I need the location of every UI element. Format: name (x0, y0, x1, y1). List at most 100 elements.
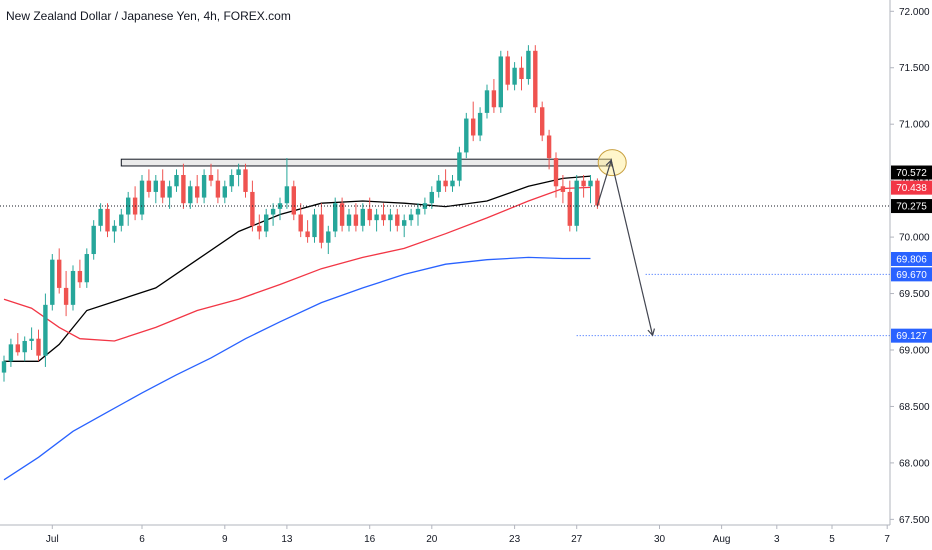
candle-body (457, 152, 462, 181)
candle-body (284, 186, 290, 204)
candle-body (560, 186, 566, 192)
candle-body (553, 158, 559, 187)
candle-body (257, 225, 262, 232)
candle-body (581, 180, 586, 187)
time-tick-label: 30 (654, 534, 666, 545)
projection-arrowhead-down (647, 328, 656, 337)
candle-body (319, 214, 324, 243)
price-tick-label: 70.000 (899, 233, 930, 244)
time-tick-label: 7 (884, 534, 890, 545)
candle-body (270, 208, 276, 215)
candle-body (298, 214, 303, 232)
time-tick-label: 5 (829, 534, 835, 545)
price-badge-label: 70.438 (896, 183, 927, 194)
price-badge-label: 70.572 (896, 168, 927, 179)
candles (1, 45, 600, 382)
candle-body (181, 175, 186, 204)
moving-average-line (3, 256, 591, 481)
resistance-box (120, 158, 612, 167)
candle-body (160, 180, 165, 198)
candle-body (429, 191, 434, 204)
candle-body (57, 259, 62, 288)
candle-body (519, 67, 524, 80)
candle-body (339, 203, 345, 226)
price-badge-label: 70.275 (896, 202, 927, 213)
candle-body (174, 175, 179, 187)
time-tick-label: Aug (713, 534, 731, 545)
candle-body (250, 191, 255, 226)
candle-body (546, 135, 552, 159)
candle-body (264, 214, 269, 232)
candle-body (533, 50, 538, 108)
candle-body (360, 208, 365, 226)
price-badge (891, 267, 932, 282)
candle-body (188, 186, 193, 204)
moving-average-line (4, 175, 591, 362)
price-tick-label: 68.000 (899, 458, 930, 469)
candle-body (63, 287, 69, 305)
price-badge-label: 69.127 (896, 331, 927, 342)
candle-body (415, 208, 421, 215)
candle-body (91, 225, 96, 255)
candle-body (236, 169, 241, 175)
candle-body (105, 208, 110, 232)
candle-body (229, 175, 234, 187)
candle-body (153, 180, 158, 192)
candle-body (201, 175, 207, 198)
time-tick-label: 6 (139, 534, 145, 545)
price-badge (891, 180, 932, 195)
candle-body (477, 112, 483, 136)
price-badge-label: 69.670 (896, 270, 927, 281)
candle-body (98, 208, 103, 226)
price-tick-label: 67.500 (899, 515, 930, 526)
moving-average-line (3, 186, 591, 342)
price-badge (891, 165, 932, 180)
candle-body (215, 180, 221, 198)
candle-body (574, 180, 579, 226)
price-axis[interactable]: 72.00071.50071.00070.50070.00069.50069.0… (889, 0, 932, 526)
time-tick-label: 13 (281, 534, 293, 545)
candle-body (70, 270, 76, 305)
candle-body (50, 259, 55, 305)
price-badge-label: 69.806 (896, 255, 927, 266)
candle-body (36, 338, 41, 356)
time-tick-label: Jul (46, 534, 59, 545)
candle-body (291, 186, 296, 215)
candle-body (312, 214, 317, 238)
candle-body (471, 118, 476, 136)
candle-body (167, 186, 172, 198)
candle-body (526, 50, 531, 80)
price-badge (891, 328, 932, 343)
candle-body (29, 338, 34, 341)
candle-body (333, 203, 338, 232)
moving-averages (3, 175, 591, 481)
time-tick-label: 23 (509, 534, 521, 545)
price-tick-label: 68.500 (899, 402, 930, 413)
candle-body (408, 214, 414, 221)
candle-body (22, 340, 27, 353)
candle-body (491, 90, 497, 108)
candle-body (395, 214, 400, 226)
candle-body (367, 208, 372, 221)
candle-body (381, 214, 386, 221)
candle-body (512, 67, 517, 85)
candle-body (505, 56, 510, 85)
price-badge (891, 252, 932, 266)
candle-body (222, 186, 227, 198)
candle-body (43, 304, 48, 356)
candle-body (498, 56, 503, 108)
candle-body (119, 214, 124, 226)
price-badge (891, 199, 932, 214)
resistance-zone (120, 158, 612, 167)
candle-body (15, 344, 20, 353)
candle-body (139, 180, 145, 215)
candle-body (402, 220, 407, 226)
candle-body (374, 214, 379, 221)
candle-body (112, 225, 117, 232)
time-tick-label: 9 (222, 534, 228, 545)
candle-body (588, 180, 593, 187)
candle-body (346, 214, 352, 226)
candle-body (208, 175, 214, 181)
time-axis[interactable]: Jul 6 9 13 16 20 23 27 30 Aug 3 5 7 (0, 524, 890, 545)
